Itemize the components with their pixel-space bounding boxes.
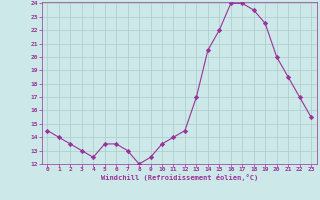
X-axis label: Windchill (Refroidissement éolien,°C): Windchill (Refroidissement éolien,°C): [100, 174, 258, 181]
